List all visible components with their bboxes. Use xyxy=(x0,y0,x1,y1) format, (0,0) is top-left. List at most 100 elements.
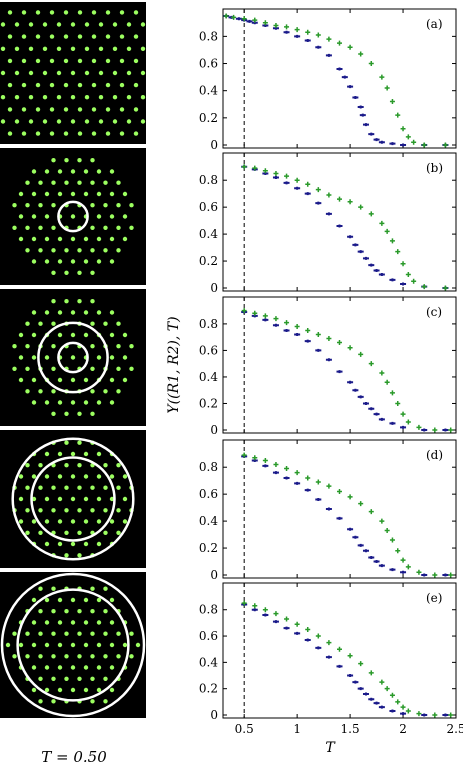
particle xyxy=(44,259,50,264)
particle xyxy=(126,22,132,27)
particle xyxy=(116,463,121,468)
particle xyxy=(21,82,27,88)
particle xyxy=(103,321,108,326)
particle xyxy=(51,654,56,659)
particle xyxy=(31,642,37,648)
data-point-inner xyxy=(325,507,332,511)
particle xyxy=(51,699,56,704)
data-point-outer xyxy=(384,85,390,91)
data-point-outer xyxy=(337,40,342,46)
particle xyxy=(98,119,104,124)
data-point-inner xyxy=(442,713,449,717)
particle xyxy=(56,70,62,76)
panel-label: (e) xyxy=(426,591,442,605)
particle xyxy=(0,22,6,27)
y-tick-label: 0.6 xyxy=(199,487,218,501)
data-point-outer xyxy=(379,74,385,80)
particle xyxy=(25,389,30,394)
particle xyxy=(122,191,128,197)
particle xyxy=(44,642,50,648)
particle xyxy=(90,158,95,163)
particle xyxy=(70,665,76,670)
particle xyxy=(96,620,102,625)
particle xyxy=(96,451,102,457)
crystal-image-a-svg xyxy=(0,10,146,136)
particle xyxy=(112,119,118,124)
data-point-outer xyxy=(252,165,258,171)
data-point-outer xyxy=(405,419,411,425)
particle xyxy=(70,474,76,479)
particle xyxy=(96,496,102,502)
particle xyxy=(25,463,30,468)
particle xyxy=(25,530,30,535)
particle xyxy=(77,485,82,490)
particle xyxy=(116,366,121,371)
particle xyxy=(44,169,50,174)
selection-ring xyxy=(30,456,116,542)
data-point-inner xyxy=(325,655,332,659)
particle xyxy=(133,107,139,112)
particle xyxy=(70,642,76,648)
y-tick-label: 0 xyxy=(210,138,218,152)
particle xyxy=(21,131,27,136)
data-point-inner xyxy=(304,38,311,42)
particle xyxy=(70,496,76,502)
particle xyxy=(122,332,128,338)
particle xyxy=(90,366,95,371)
particle xyxy=(18,474,24,479)
particle xyxy=(63,107,69,112)
particle xyxy=(83,665,89,670)
crystal-image-c-svg xyxy=(12,299,134,416)
particle xyxy=(38,225,43,230)
particle xyxy=(96,541,102,547)
particle xyxy=(38,699,43,704)
data-point-outer xyxy=(273,611,279,617)
data-point-outer xyxy=(294,621,300,627)
particle xyxy=(31,687,37,693)
particle xyxy=(96,169,102,174)
particle xyxy=(64,463,69,468)
data-point-outer xyxy=(416,424,422,430)
y-tick-label: 0.4 xyxy=(199,514,218,528)
particle xyxy=(90,389,95,394)
data-point-inner xyxy=(389,568,396,572)
data-point-inner xyxy=(357,250,364,254)
particle xyxy=(64,609,69,614)
particle xyxy=(49,34,55,39)
particle xyxy=(51,485,56,490)
particle xyxy=(109,377,115,383)
particle xyxy=(83,400,89,405)
particle xyxy=(96,665,102,670)
particle xyxy=(70,310,76,315)
data-point-inner xyxy=(373,560,380,564)
particle xyxy=(31,236,37,242)
particle xyxy=(96,519,102,524)
data-point-outer xyxy=(294,177,300,183)
data-point-inner xyxy=(352,243,359,247)
data-point-outer xyxy=(368,670,374,676)
particle xyxy=(83,597,89,603)
particle xyxy=(44,687,50,693)
particle xyxy=(70,236,76,242)
particle xyxy=(103,248,108,253)
data-point-outer xyxy=(379,518,385,524)
data-point-inner xyxy=(368,407,375,411)
particle xyxy=(12,344,17,349)
particle xyxy=(7,82,13,88)
particle xyxy=(103,463,108,468)
particle xyxy=(77,553,82,558)
particle xyxy=(44,665,50,670)
data-point-inner xyxy=(368,555,375,559)
image-column: T = 0.50 xyxy=(0,0,148,776)
data-point-outer xyxy=(389,692,395,698)
data-point-inner xyxy=(378,705,385,709)
particle xyxy=(109,665,115,670)
particle xyxy=(90,586,95,591)
particle xyxy=(12,203,17,208)
particle xyxy=(18,332,24,338)
y-tick-label: 0 xyxy=(210,281,218,295)
data-point-inner xyxy=(304,488,311,492)
panel-frame xyxy=(222,8,457,149)
particle xyxy=(103,225,108,230)
data-point-inner xyxy=(294,481,301,485)
